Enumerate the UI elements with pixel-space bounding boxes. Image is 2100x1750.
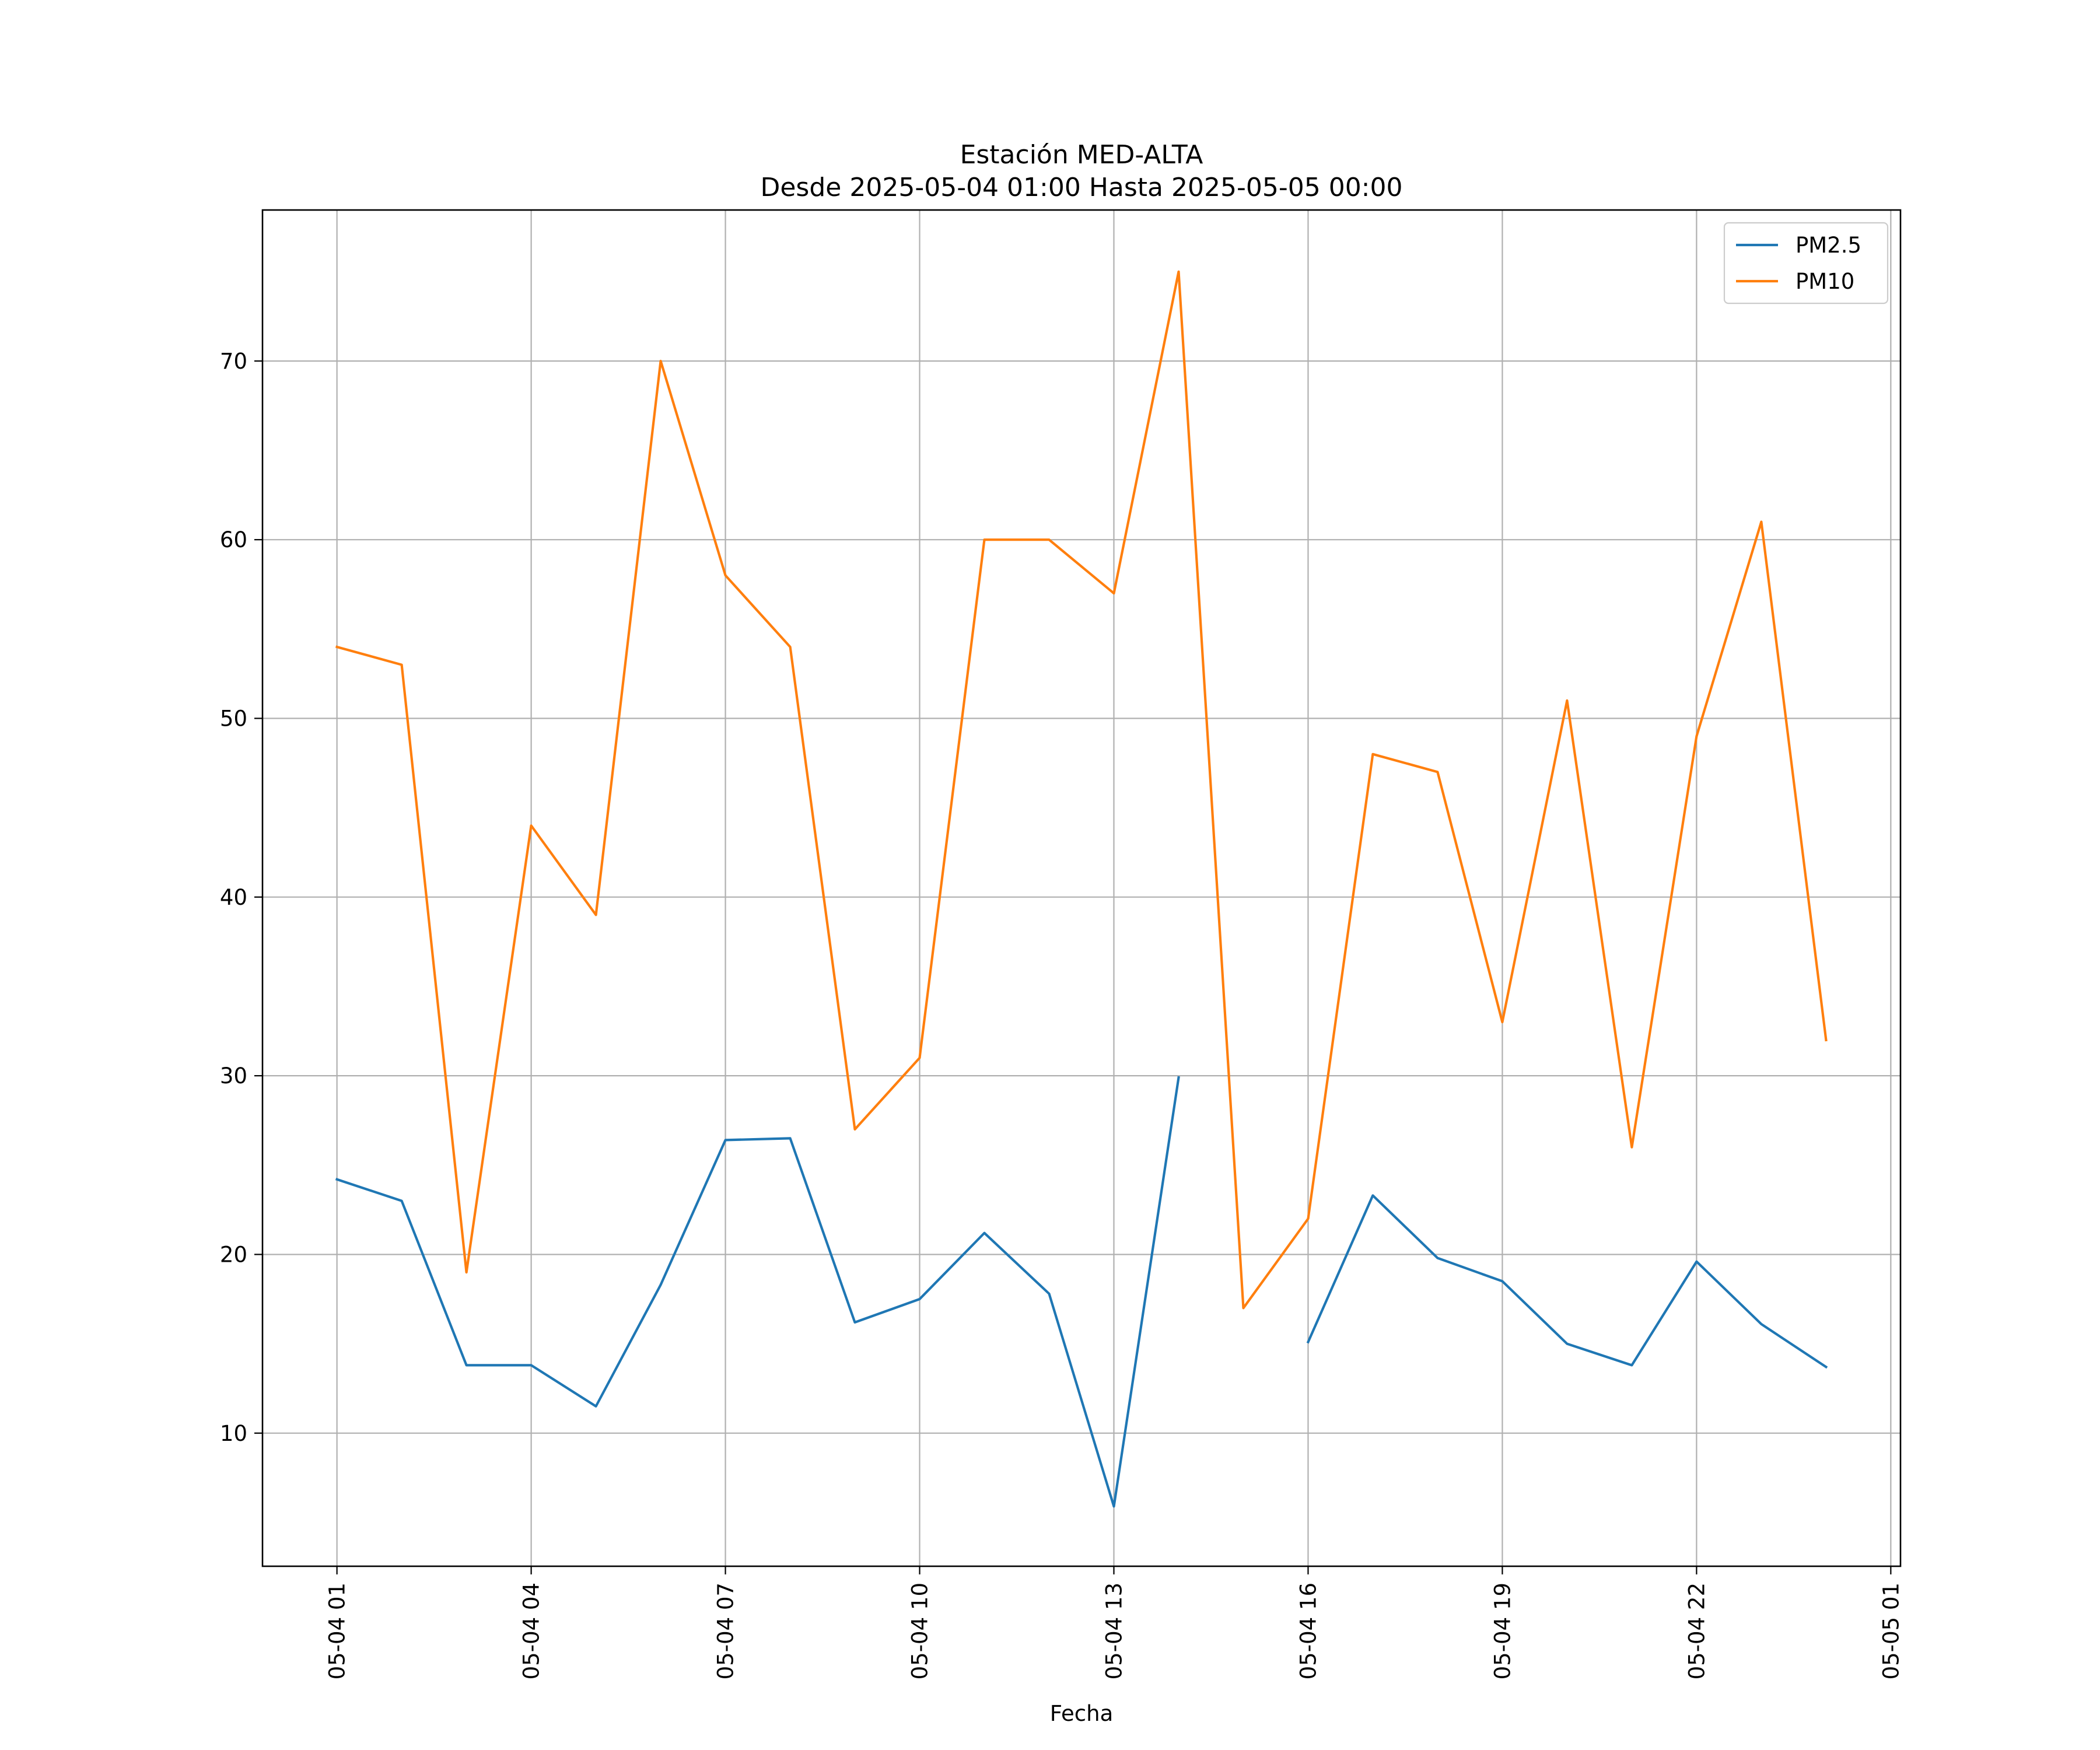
series-line [335,270,1828,1310]
x-tick-label: 05-04 04 [519,1583,544,1679]
x-tick-label: 05-05 01 [1878,1583,1903,1679]
grid-layer [262,210,1901,1566]
y-tick-label: 40 [220,885,247,910]
series-layer [335,270,1828,1508]
x-tick-label: 05-04 16 [1296,1583,1321,1679]
plot-frame [261,209,1902,1567]
x-tick-label: 05-04 13 [1101,1583,1126,1679]
y-tick-label: 60 [220,527,247,552]
x-axis-label: Fecha [1050,1701,1114,1726]
chart-subtitle: Desde 2025-05-04 01:00 Hasta 2025-05-05 … [760,173,1402,202]
tick-layer: 10 20 30 40 50 60 70 05-04 01 05-04 04 05-04 07 05… [220,349,1903,1680]
y-tick-label: 70 [220,349,247,374]
x-tick-label: 05-04 01 [325,1583,350,1679]
y-tick-label: 20 [220,1242,247,1267]
x-tick-label: 05-04 10 [908,1583,933,1679]
series-pm2-5 [335,1076,1828,1508]
x-tick-label: 05-04 19 [1490,1583,1515,1679]
y-tick-label: 10 [220,1421,247,1446]
series-line [335,1076,1828,1508]
legend-box [1723,222,1889,304]
legend: PM2.5 PM10 [1723,222,1889,304]
y-tick-label: 50 [220,706,247,731]
x-tick-label: 05-04 22 [1684,1583,1709,1679]
y-tick-label: 30 [220,1063,247,1088]
legend-label: PM10 [1796,269,1854,294]
legend-label: PM2.5 [1796,233,1861,258]
chart-title: Estación MED-ALTA [960,140,1203,170]
series-pm10 [335,270,1828,1310]
x-tick-label: 05-04 07 [713,1583,738,1679]
